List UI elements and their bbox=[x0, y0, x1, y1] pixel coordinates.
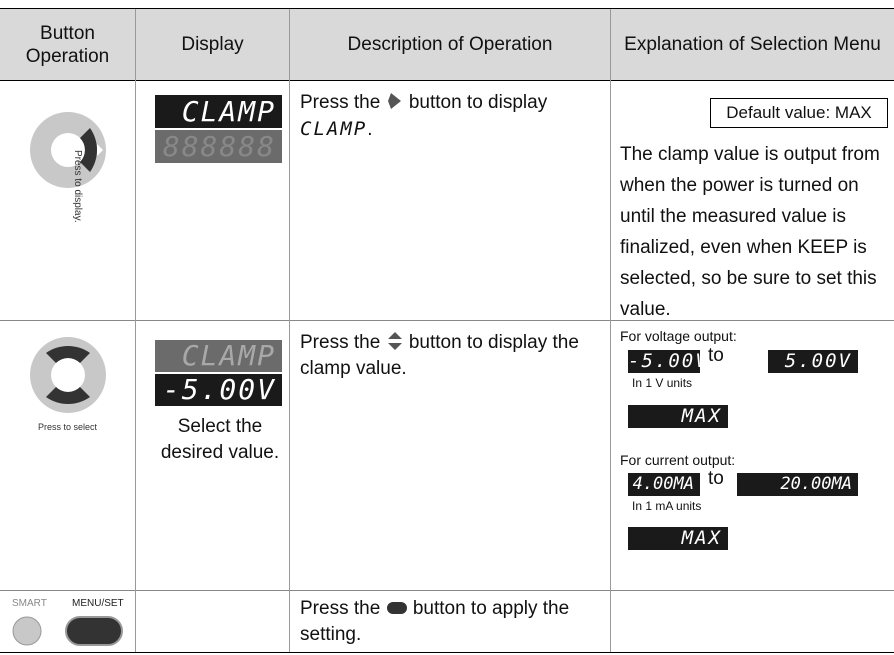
segment-display: 888888 bbox=[155, 130, 282, 163]
buttons-icon bbox=[12, 616, 123, 646]
text: button to display the clamp value. bbox=[300, 332, 579, 379]
dpad-icon bbox=[30, 337, 106, 413]
button-label: Press to select bbox=[37, 422, 98, 432]
col-rule bbox=[610, 9, 611, 652]
text: to bbox=[708, 345, 724, 366]
unit-note: In 1 V units bbox=[632, 376, 693, 390]
button-label: MENU/SET bbox=[72, 598, 124, 609]
display-note: Select the desired value. bbox=[160, 416, 280, 463]
explanation: The clamp value is output from when the … bbox=[620, 144, 880, 320]
segment-display: 4.00MA bbox=[628, 473, 700, 496]
rule bbox=[0, 320, 894, 321]
segment-display: 20.00MA bbox=[737, 473, 858, 496]
segment-display: CLAMP bbox=[155, 95, 282, 128]
segment-display: CLAMP bbox=[155, 340, 282, 372]
display-word: CLAMP bbox=[300, 118, 368, 140]
text: button to apply the setting. bbox=[300, 598, 570, 645]
segment-display: 5.00V bbox=[768, 350, 858, 373]
button-icon bbox=[387, 332, 402, 350]
button-label: SMART bbox=[12, 598, 47, 609]
button-icon bbox=[387, 93, 401, 109]
header: Explanation of Selection Menu bbox=[611, 9, 894, 80]
text: to bbox=[708, 468, 724, 489]
rule bbox=[0, 8, 894, 9]
button-label: Press to display. bbox=[72, 150, 83, 223]
text: button to display bbox=[408, 92, 548, 113]
text: Press the bbox=[300, 92, 381, 113]
header: Button Operation bbox=[0, 9, 135, 80]
rule bbox=[0, 80, 894, 81]
label: For current output: bbox=[620, 452, 736, 468]
text: Press the bbox=[300, 332, 381, 353]
text: Press the bbox=[300, 598, 381, 619]
segment-display: -5.00V bbox=[628, 350, 709, 373]
unit-note: In 1 mA units bbox=[632, 499, 702, 513]
description: Press the button to display CLAMP. bbox=[300, 90, 600, 143]
dpad-icon bbox=[30, 112, 106, 188]
description: Press the button to apply the setting. bbox=[300, 596, 600, 648]
default-box: Default value: MAX bbox=[710, 98, 888, 128]
rule bbox=[0, 652, 894, 653]
segment-display: MAX bbox=[628, 405, 728, 428]
col-rule bbox=[289, 9, 290, 652]
header: Description of Operation bbox=[290, 9, 610, 80]
col-rule bbox=[135, 9, 136, 652]
button-icon bbox=[386, 602, 407, 614]
header: Display bbox=[136, 9, 289, 80]
description: Press the button to display the clamp va… bbox=[300, 330, 600, 382]
segment-display: -5.00V bbox=[155, 374, 282, 406]
label: For voltage output: bbox=[620, 328, 737, 344]
segment-display: MAX bbox=[628, 527, 728, 550]
rule bbox=[0, 590, 894, 591]
text: . bbox=[367, 119, 373, 140]
